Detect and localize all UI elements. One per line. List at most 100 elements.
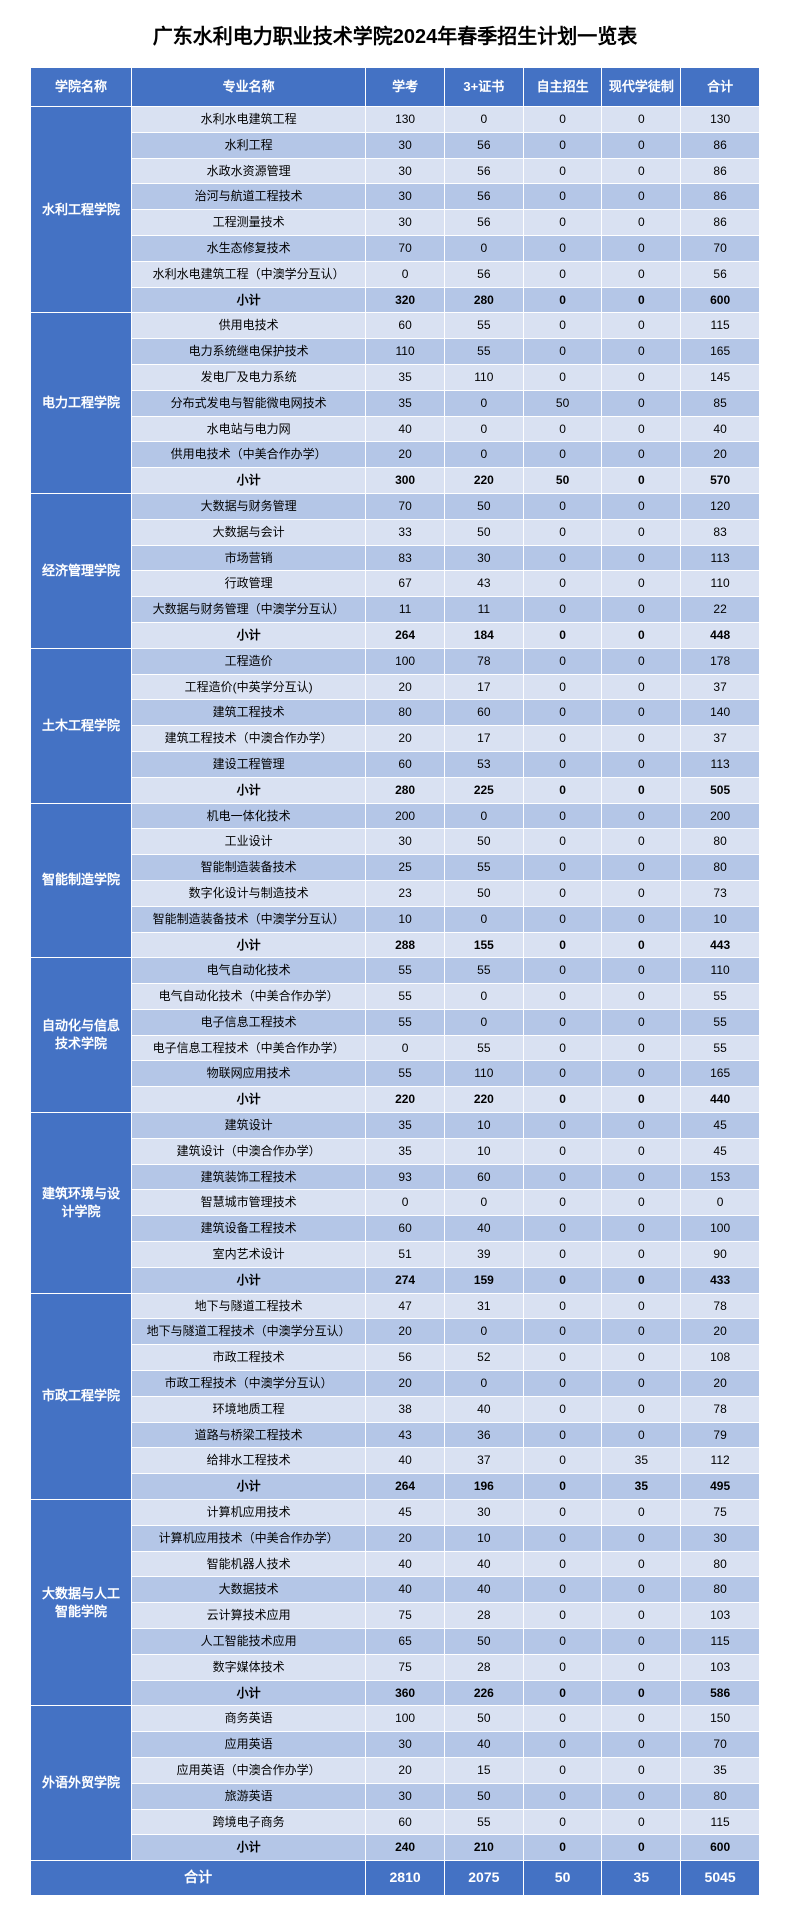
cell-major: 室内艺术设计	[132, 1242, 365, 1267]
subtotal-modern: 0	[602, 623, 680, 648]
cell-cert: 60	[445, 1165, 523, 1190]
cell-exam: 20	[366, 675, 444, 700]
cell-total: 37	[681, 726, 759, 751]
cell-cert: 50	[445, 1629, 523, 1654]
cell-modern: 0	[602, 1319, 680, 1344]
cell-major: 治河与航道工程技术	[132, 184, 365, 209]
table-row: 电力系统继电保护技术1105500165	[31, 339, 759, 364]
cell-major: 智能制造装备技术（中澳学分互认）	[132, 907, 365, 932]
table-row: 应用英语30400070	[31, 1732, 759, 1757]
subtotal-row: 小计32028000600	[31, 288, 759, 313]
cell-cert: 0	[445, 391, 523, 416]
cell-cert: 110	[445, 1061, 523, 1086]
cell-major: 水政水资源管理	[132, 159, 365, 184]
grand-total-cert: 2075	[445, 1861, 523, 1895]
cell-total: 115	[681, 1629, 759, 1654]
cell-total: 115	[681, 313, 759, 338]
cell-self: 0	[524, 1732, 602, 1757]
cell-self: 0	[524, 1010, 602, 1035]
cell-cert: 31	[445, 1294, 523, 1319]
cell-exam: 30	[366, 159, 444, 184]
cell-self: 0	[524, 417, 602, 442]
cell-modern: 0	[602, 1552, 680, 1577]
cell-total: 112	[681, 1448, 759, 1473]
cell-cert: 30	[445, 1500, 523, 1525]
cell-exam: 20	[366, 726, 444, 751]
subtotal-self: 0	[524, 1835, 602, 1860]
cell-modern: 0	[602, 1706, 680, 1731]
page-title: 广东水利电力职业技术学院2024年春季招生计划一览表	[30, 20, 760, 49]
cell-modern: 0	[602, 391, 680, 416]
cell-modern: 0	[602, 804, 680, 829]
cell-major: 市政工程技术（中澳学分互认）	[132, 1371, 365, 1396]
cell-exam: 75	[366, 1655, 444, 1680]
subtotal-self: 0	[524, 933, 602, 958]
table-row: 市场营销833000113	[31, 546, 759, 571]
cell-exam: 56	[366, 1345, 444, 1370]
cell-major: 建设工程管理	[132, 752, 365, 777]
table-row: 应用英语（中澳合作办学）20150035	[31, 1758, 759, 1783]
cell-modern: 0	[602, 1603, 680, 1628]
cell-total: 83	[681, 520, 759, 545]
cell-self: 0	[524, 1371, 602, 1396]
cell-self: 0	[524, 571, 602, 596]
subtotal-total: 495	[681, 1474, 759, 1499]
subtotal-total: 443	[681, 933, 759, 958]
cell-total: 165	[681, 1061, 759, 1086]
cell-total: 56	[681, 262, 759, 287]
cell-exam: 75	[366, 1603, 444, 1628]
table-row: 建筑环境与设计学院建筑设计35100045	[31, 1113, 759, 1138]
cell-cert: 28	[445, 1655, 523, 1680]
cell-total: 178	[681, 649, 759, 674]
cell-self: 0	[524, 1061, 602, 1086]
subtotal-cert: 280	[445, 288, 523, 313]
subtotal-cert: 155	[445, 933, 523, 958]
table-row: 建筑工程技术806000140	[31, 700, 759, 725]
cell-cert: 55	[445, 339, 523, 364]
table-row: 水政水资源管理30560086	[31, 159, 759, 184]
table-row: 电子信息工程技术5500055	[31, 1010, 759, 1035]
cell-modern: 0	[602, 829, 680, 854]
subtotal-self: 0	[524, 1681, 602, 1706]
subtotal-self: 0	[524, 623, 602, 648]
table-row: 大数据与人工智能学院计算机应用技术45300075	[31, 1500, 759, 1525]
cell-major: 数字化设计与制造技术	[132, 881, 365, 906]
cell-exam: 40	[366, 1577, 444, 1602]
cell-total: 90	[681, 1242, 759, 1267]
cell-modern: 0	[602, 184, 680, 209]
cell-major: 云计算技术应用	[132, 1603, 365, 1628]
table-row: 智能机器人技术40400080	[31, 1552, 759, 1577]
table-row: 市政工程学院地下与隧道工程技术47310078	[31, 1294, 759, 1319]
cell-major: 市政工程技术	[132, 1345, 365, 1370]
table-row: 电气自动化技术（中美合作办学）5500055	[31, 984, 759, 1009]
subtotal-modern: 35	[602, 1474, 680, 1499]
cell-major: 大数据与财务管理	[132, 494, 365, 519]
subtotal-cert: 225	[445, 778, 523, 803]
cell-cert: 17	[445, 726, 523, 751]
cell-exam: 100	[366, 1706, 444, 1731]
cell-self: 50	[524, 391, 602, 416]
cell-total: 55	[681, 1036, 759, 1061]
cell-self: 0	[524, 907, 602, 932]
cell-modern: 0	[602, 855, 680, 880]
cell-modern: 0	[602, 1732, 680, 1757]
table-row: 水电站与电力网4000040	[31, 417, 759, 442]
cell-modern: 0	[602, 546, 680, 571]
subtotal-exam: 300	[366, 468, 444, 493]
table-row: 道路与桥梁工程技术43360079	[31, 1423, 759, 1448]
cell-total: 120	[681, 494, 759, 519]
subtotal-total: 600	[681, 288, 759, 313]
subtotal-cert: 210	[445, 1835, 523, 1860]
cell-exam: 70	[366, 236, 444, 261]
cell-self: 0	[524, 1552, 602, 1577]
cell-total: 103	[681, 1603, 759, 1628]
cell-total: 115	[681, 1810, 759, 1835]
table-row: 发电厂及电力系统3511000145	[31, 365, 759, 390]
table-row: 供用电技术（中美合作办学）2000020	[31, 442, 759, 467]
cell-cert: 55	[445, 1036, 523, 1061]
cell-exam: 11	[366, 597, 444, 622]
grand-total-row: 合计2810207550355045	[31, 1861, 759, 1895]
subtotal-self: 0	[524, 288, 602, 313]
cell-modern: 0	[602, 133, 680, 158]
cell-self: 0	[524, 494, 602, 519]
